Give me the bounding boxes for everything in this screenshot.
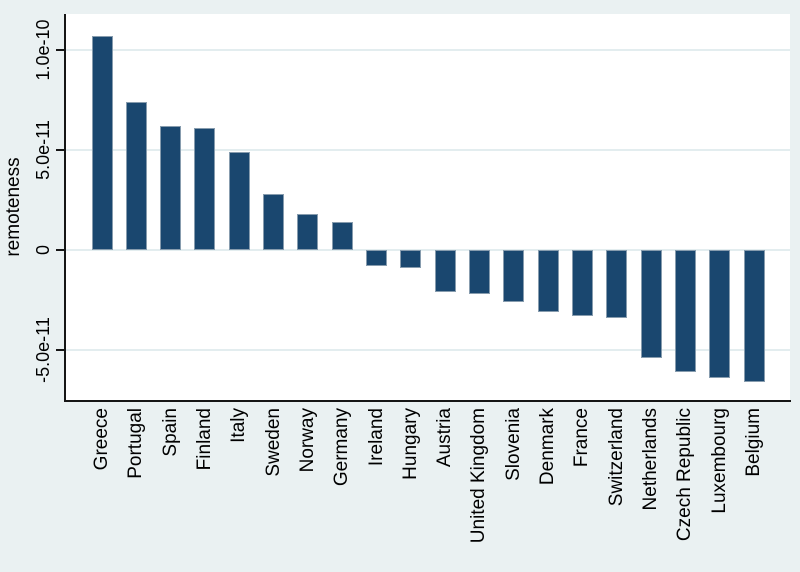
x-label-czech-republic: Czech Republic — [674, 408, 696, 542]
x-label-slovenia: Slovenia — [502, 408, 524, 481]
bar-united-kingdom — [468, 250, 490, 294]
x-label-germany: Germany — [331, 408, 353, 487]
bar-finland — [194, 128, 216, 250]
y-tick-5-0e-11 — [56, 149, 64, 151]
plot-area — [66, 14, 790, 400]
bar-spain — [160, 126, 182, 250]
x-label-belgium: Belgium — [743, 408, 765, 477]
y-tick-label-0: 0 — [33, 244, 54, 256]
bar-norway — [297, 214, 319, 250]
bar-sweden — [263, 194, 285, 250]
y-tick-0 — [56, 249, 64, 251]
x-label-ireland: Ireland — [365, 408, 387, 467]
bar-austria — [434, 250, 456, 292]
gridline-5-0e-11 — [66, 149, 790, 151]
x-label-norway: Norway — [296, 408, 318, 473]
y-axis-line — [64, 14, 66, 402]
bar-czech-republic — [674, 250, 696, 372]
bar-switzerland — [606, 250, 628, 318]
y-tick--5-0e-11 — [56, 349, 64, 351]
x-label-france: France — [571, 408, 593, 468]
bar-germany — [331, 222, 353, 250]
x-label-spain: Spain — [159, 408, 181, 457]
x-label-united-kingdom: United Kingdom — [468, 408, 490, 544]
y-tick-label-5-0e-11: 5.0e-11 — [33, 120, 54, 180]
bar-france — [571, 250, 593, 316]
bar-slovenia — [503, 250, 525, 302]
bar-belgium — [743, 250, 765, 382]
bar-denmark — [537, 250, 559, 312]
x-label-switzerland: Switzerland — [605, 408, 627, 507]
x-label-sweden: Sweden — [262, 408, 284, 477]
bar-portugal — [125, 102, 147, 250]
gridline-1-0e-10 — [66, 49, 790, 51]
x-label-hungary: Hungary — [399, 408, 421, 480]
bar-greece — [91, 36, 113, 250]
bar-luxembourg — [709, 250, 731, 378]
gridline-0 — [66, 249, 790, 251]
y-tick-1-0e-10 — [56, 49, 64, 51]
y-tick-label-1-0e-10: 1.0e-10 — [33, 19, 54, 81]
x-label-denmark: Denmark — [537, 408, 559, 486]
bar-hungary — [400, 250, 422, 268]
bar-ireland — [366, 250, 388, 266]
x-label-portugal: Portugal — [125, 408, 147, 479]
x-label-finland: Finland — [193, 408, 215, 471]
x-label-austria: Austria — [434, 408, 456, 468]
x-label-greece: Greece — [91, 408, 113, 471]
x-axis-line — [64, 400, 791, 402]
gridline--5-0e-11 — [66, 349, 790, 351]
x-label-luxembourg: Luxembourg — [708, 408, 730, 514]
bar-netherlands — [640, 250, 662, 358]
x-label-italy: Italy — [228, 408, 250, 443]
y-tick-label--5-0e-11: -5.0e-11 — [33, 317, 54, 383]
y-axis-title: remoteness — [3, 157, 25, 257]
x-label-netherlands: Netherlands — [640, 408, 662, 511]
bar-italy — [228, 152, 250, 250]
